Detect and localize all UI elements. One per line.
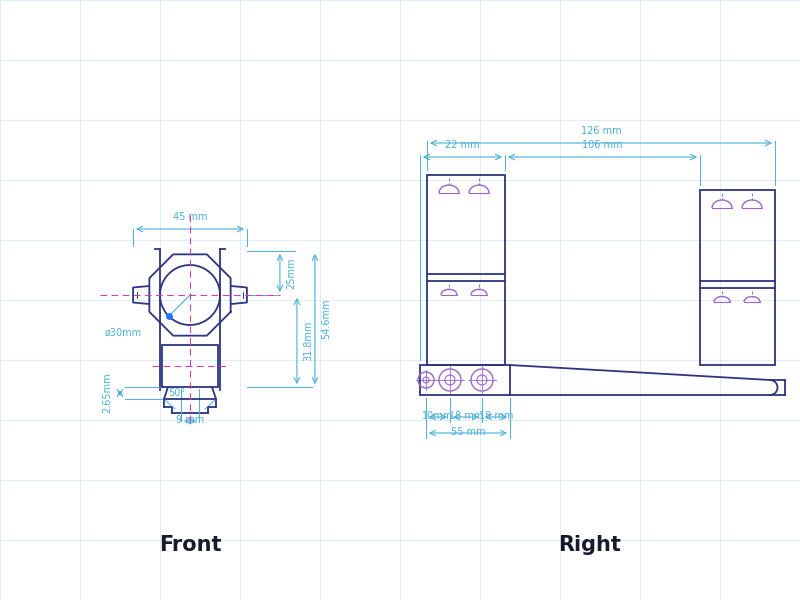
- Text: 54.6mm: 54.6mm: [321, 299, 331, 339]
- Text: 9 mm: 9 mm: [176, 415, 204, 425]
- Text: 18 mm: 18 mm: [449, 411, 483, 421]
- Text: 10mm: 10mm: [422, 411, 454, 421]
- Text: 45 mm: 45 mm: [173, 212, 207, 222]
- Text: 50°: 50°: [168, 388, 185, 398]
- Text: 25mm: 25mm: [286, 257, 296, 289]
- Text: Right: Right: [558, 535, 622, 555]
- Text: 2.65mm: 2.65mm: [102, 373, 112, 413]
- Text: 126 mm: 126 mm: [581, 126, 622, 136]
- Text: 18 mm: 18 mm: [479, 411, 513, 421]
- Text: 31.8mm: 31.8mm: [303, 321, 313, 361]
- Text: 22 mm: 22 mm: [445, 140, 480, 150]
- Text: 55 mm: 55 mm: [450, 427, 486, 437]
- Text: Front: Front: [158, 535, 222, 555]
- Text: ø30mm: ø30mm: [105, 328, 142, 338]
- Text: 106 mm: 106 mm: [582, 140, 622, 150]
